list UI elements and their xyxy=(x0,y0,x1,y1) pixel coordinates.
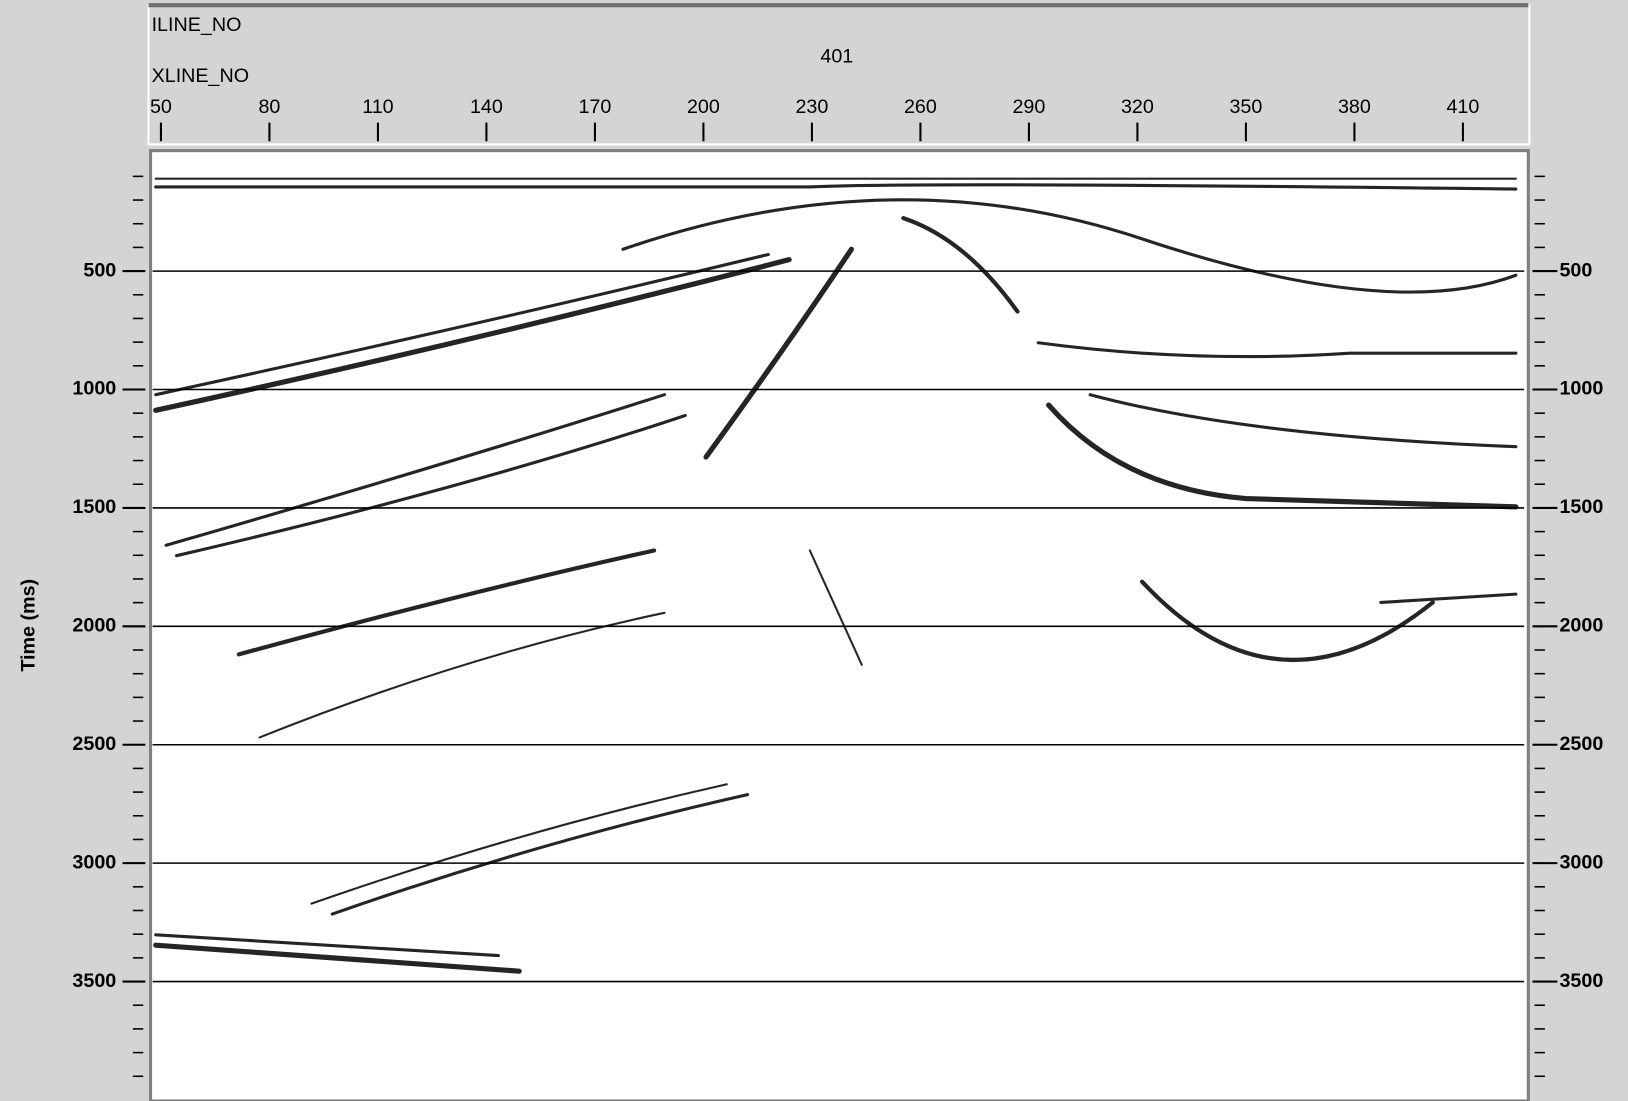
x-tick-label: 380 xyxy=(1338,96,1371,118)
reflector xyxy=(174,413,687,558)
reflector xyxy=(154,933,500,958)
y-tick-label-left: 3500 xyxy=(72,970,116,992)
x-tick-label: 110 xyxy=(362,96,393,118)
reflector xyxy=(703,246,854,460)
reflector xyxy=(1140,579,1435,663)
iline-value: 401 xyxy=(820,45,853,67)
x-tick-label: 320 xyxy=(1121,96,1154,118)
reflector xyxy=(153,942,522,974)
y-tick-label-left: 1000 xyxy=(72,378,116,400)
reflector xyxy=(901,216,1020,314)
reflector xyxy=(164,393,667,547)
y-tick-label-left: 2000 xyxy=(72,615,116,637)
x-tick-label: 170 xyxy=(578,96,611,118)
x-tick-label: 50 xyxy=(150,96,172,118)
header-panel xyxy=(147,4,1531,146)
x-tick-label: 80 xyxy=(258,96,280,118)
reflector xyxy=(1036,341,1518,359)
y-tick-label-right: 1500 xyxy=(1559,496,1603,518)
xline-label: XLINE_NO xyxy=(152,65,250,87)
reflector xyxy=(153,257,792,413)
y-tick-label-right: 1000 xyxy=(1559,378,1603,400)
reflector xyxy=(808,549,863,666)
reflector xyxy=(330,793,750,916)
x-tick-label: 290 xyxy=(1012,96,1045,118)
reflector xyxy=(621,198,1518,294)
reflector xyxy=(154,183,1518,191)
x-tick-label: 140 xyxy=(470,96,503,118)
y-tick-label-right: 2000 xyxy=(1559,615,1603,637)
y-tick-label-left: 2500 xyxy=(72,733,116,755)
y-tick-label-left: 1500 xyxy=(72,496,116,518)
y-tick-label-right: 2500 xyxy=(1559,733,1603,755)
x-tick-label: 260 xyxy=(904,96,937,118)
y-tick-label-left: 500 xyxy=(83,259,116,281)
y-tick-label-right: 500 xyxy=(1559,259,1592,281)
x-tick-label: 410 xyxy=(1446,96,1479,118)
seismic-traces xyxy=(153,177,1519,974)
y-tick-label-right: 3500 xyxy=(1559,970,1603,992)
y-axis-label: Time (ms) xyxy=(17,579,39,672)
reflector xyxy=(1379,592,1518,604)
reflector xyxy=(236,548,657,657)
reflector xyxy=(310,783,728,905)
x-tick-label: 230 xyxy=(795,96,828,118)
x-tick-label: 350 xyxy=(1229,96,1262,118)
iline-label: ILINE_NO xyxy=(152,14,242,36)
reflector xyxy=(1046,402,1519,510)
reflector xyxy=(1088,393,1518,449)
x-tick-label: 200 xyxy=(687,96,720,118)
reflector xyxy=(154,252,770,397)
reflector xyxy=(258,611,666,739)
y-tick-label-right: 3000 xyxy=(1559,851,1603,873)
y-tick-label-left: 3000 xyxy=(72,851,116,873)
